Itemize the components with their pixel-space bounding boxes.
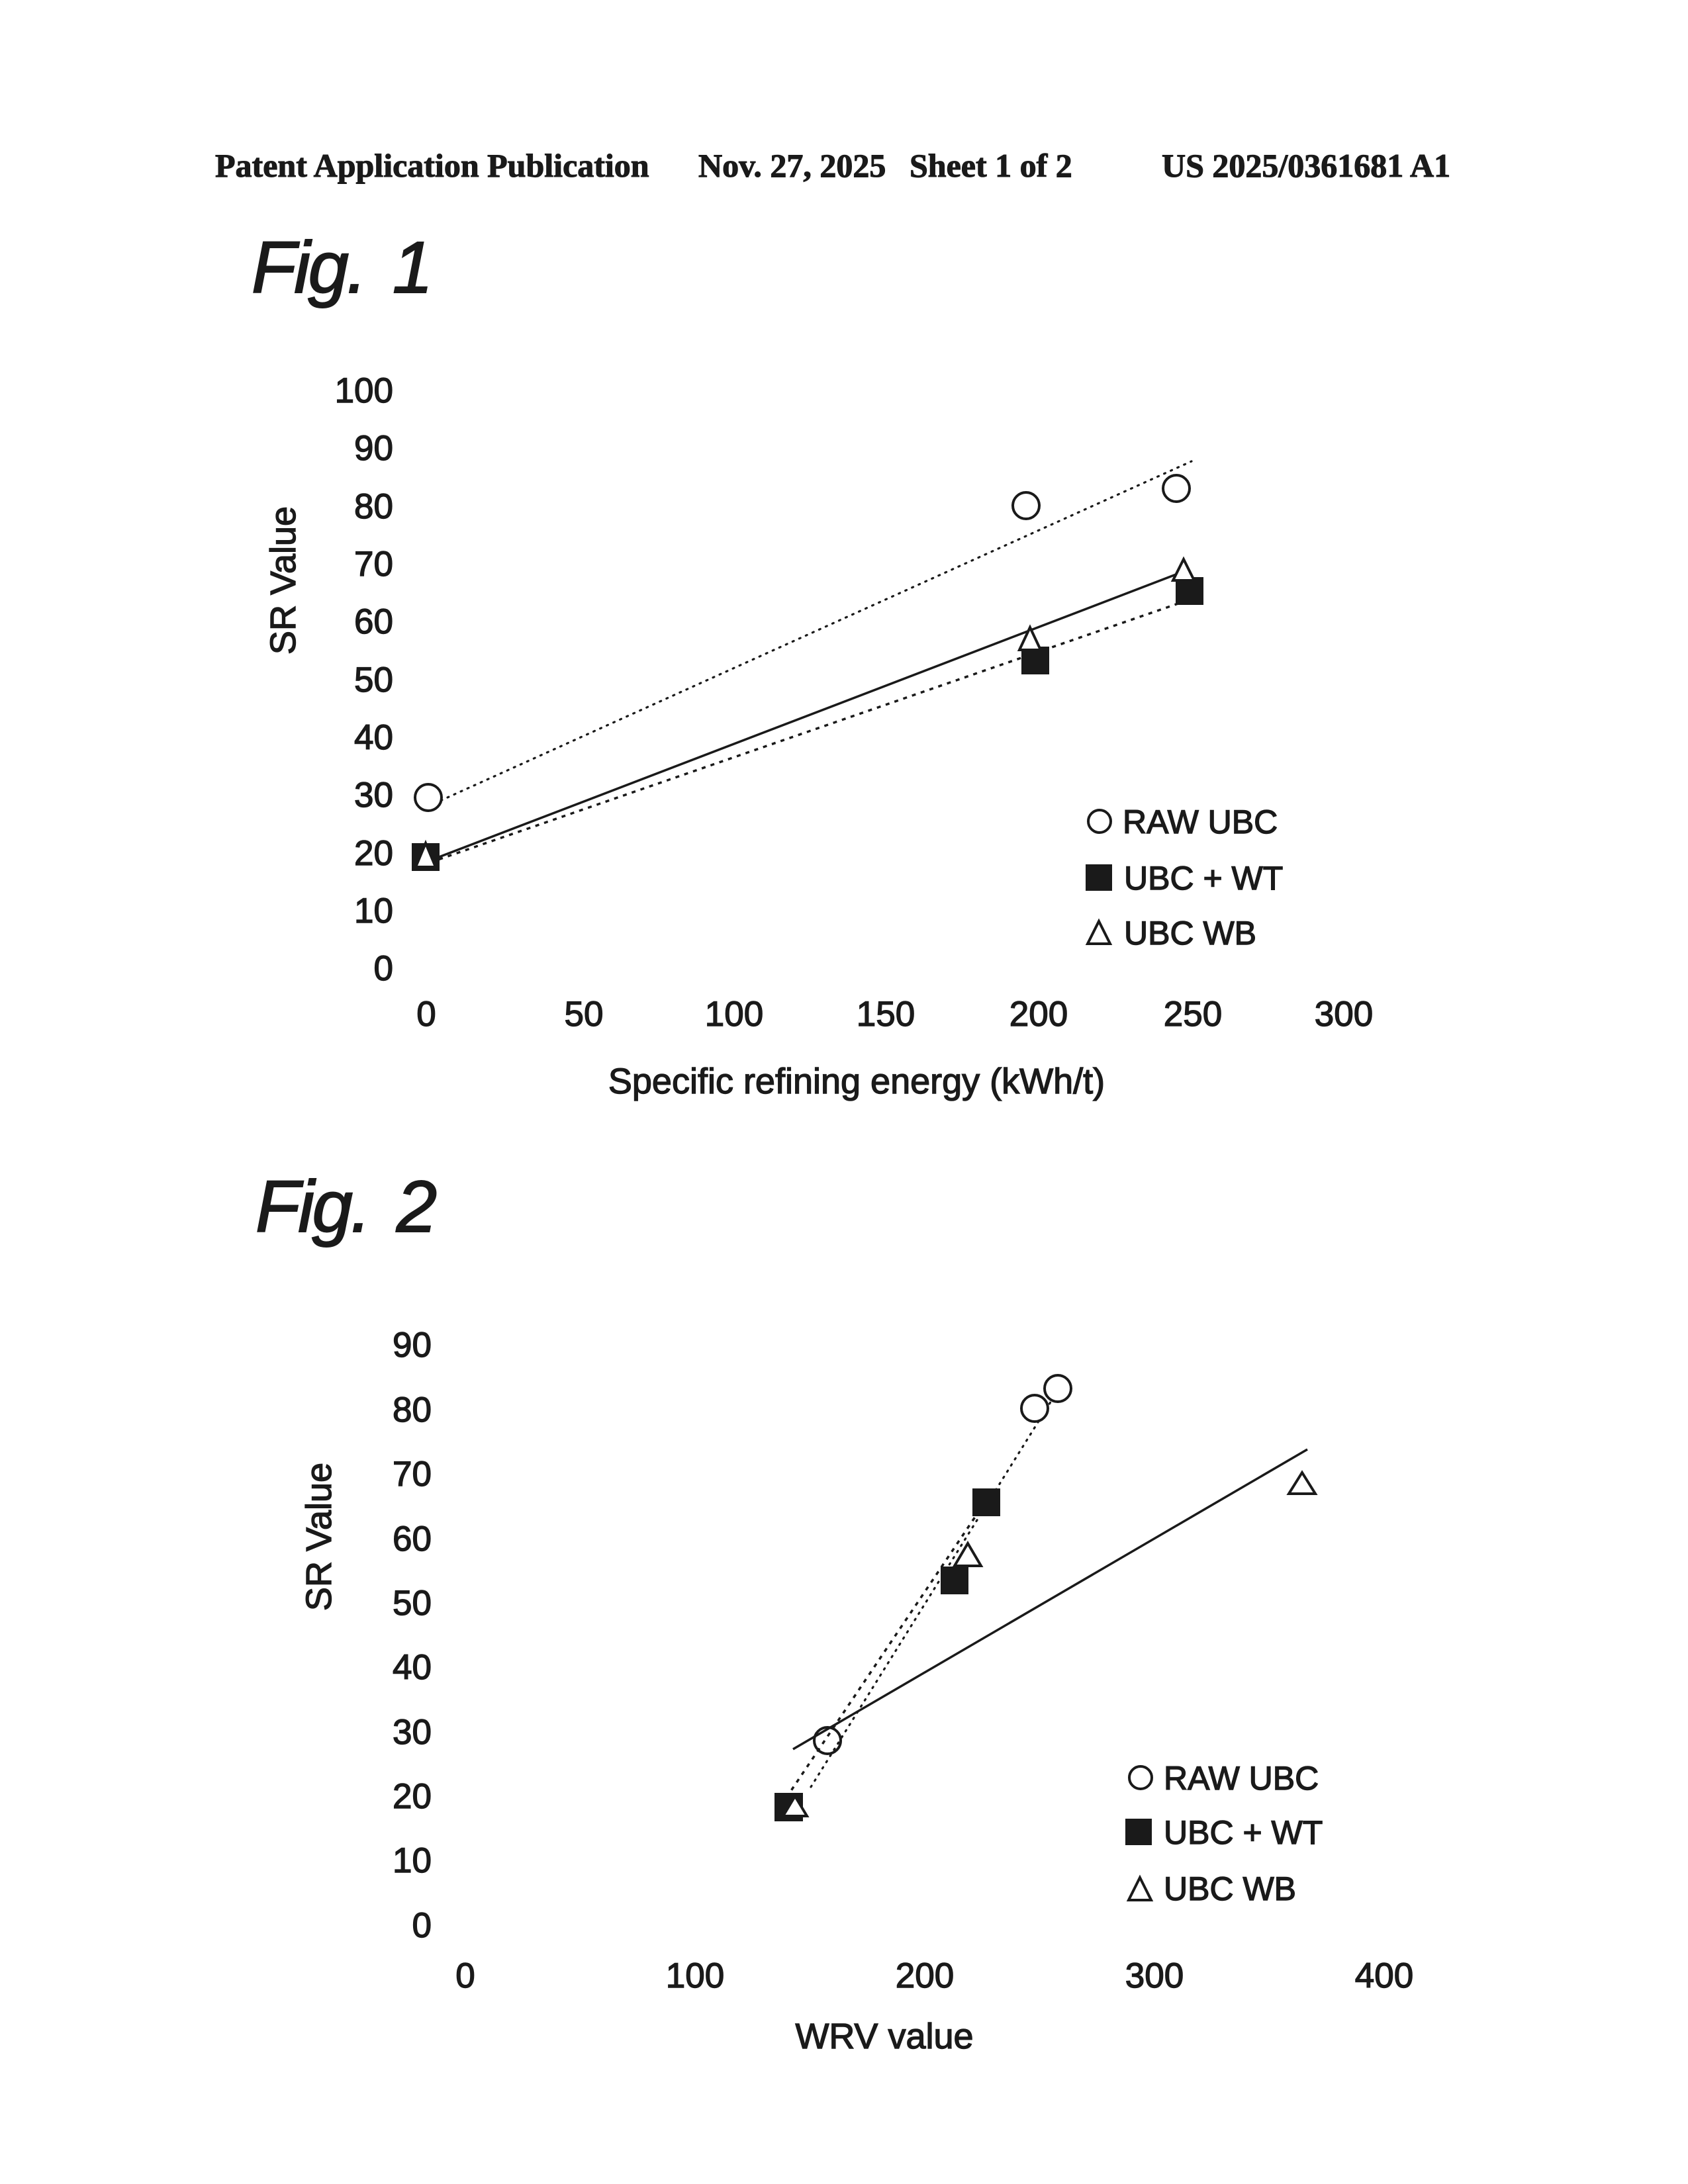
svg-text:80: 80 <box>393 1390 432 1430</box>
svg-text:50: 50 <box>354 660 393 700</box>
svg-text:30: 30 <box>354 776 393 815</box>
svg-text:Fig. 1: Fig. 1 <box>252 227 431 308</box>
svg-text:Patent Application Publication: Patent Application Publication <box>215 147 649 184</box>
svg-text:UBC WB: UBC WB <box>1164 1870 1296 1907</box>
svg-text:60: 60 <box>354 602 393 641</box>
svg-text:70: 70 <box>393 1455 432 1494</box>
svg-text:250: 250 <box>1164 995 1222 1034</box>
svg-text:Fig. 2: Fig. 2 <box>256 1166 436 1248</box>
svg-text:SR Value: SR Value <box>299 1463 339 1611</box>
svg-text:Specific refining energy (kWh/: Specific refining energy (kWh/t) <box>608 1062 1105 1101</box>
svg-text:UBC WB: UBC WB <box>1124 915 1256 952</box>
svg-text:100: 100 <box>666 1956 724 1995</box>
svg-text:30: 30 <box>393 1713 432 1752</box>
svg-text:50: 50 <box>565 995 604 1034</box>
svg-text:90: 90 <box>354 429 393 468</box>
svg-text:10: 10 <box>354 891 393 931</box>
svg-text:40: 40 <box>393 1648 432 1687</box>
svg-text:RAW UBC: RAW UBC <box>1123 803 1278 841</box>
svg-text:Sheet 1 of 2: Sheet 1 of 2 <box>910 147 1072 184</box>
svg-text:70: 70 <box>354 545 393 584</box>
svg-text:Nov. 27, 2025: Nov. 27, 2025 <box>698 147 886 184</box>
svg-text:150: 150 <box>857 995 915 1034</box>
svg-text:200: 200 <box>896 1956 954 1995</box>
svg-text:200: 200 <box>1009 995 1068 1034</box>
svg-text:100: 100 <box>335 371 393 410</box>
svg-text:UBC + WT: UBC + WT <box>1124 860 1283 897</box>
svg-text:100: 100 <box>705 995 763 1034</box>
svg-text:SR Value: SR Value <box>263 506 303 655</box>
svg-text:300: 300 <box>1315 995 1373 1034</box>
svg-text:400: 400 <box>1355 1956 1413 1995</box>
svg-text:WRV value: WRV value <box>795 2017 973 2056</box>
svg-text:0: 0 <box>455 1956 475 1995</box>
svg-text:10: 10 <box>393 1841 432 1880</box>
svg-text:0: 0 <box>374 949 393 988</box>
svg-text:40: 40 <box>354 718 393 757</box>
svg-text:0: 0 <box>416 995 436 1034</box>
svg-text:300: 300 <box>1125 1956 1184 1995</box>
svg-text:RAW UBC: RAW UBC <box>1164 1760 1319 1797</box>
svg-text:80: 80 <box>354 487 393 526</box>
svg-text:20: 20 <box>393 1777 432 1816</box>
svg-text:20: 20 <box>354 834 393 873</box>
svg-text:50: 50 <box>393 1584 432 1623</box>
svg-text:60: 60 <box>393 1520 432 1559</box>
svg-text:0: 0 <box>412 1906 432 1945</box>
svg-text:90: 90 <box>393 1326 432 1365</box>
svg-text:US 2025/0361681 A1: US 2025/0361681 A1 <box>1162 147 1450 184</box>
svg-text:UBC + WT: UBC + WT <box>1164 1814 1323 1851</box>
